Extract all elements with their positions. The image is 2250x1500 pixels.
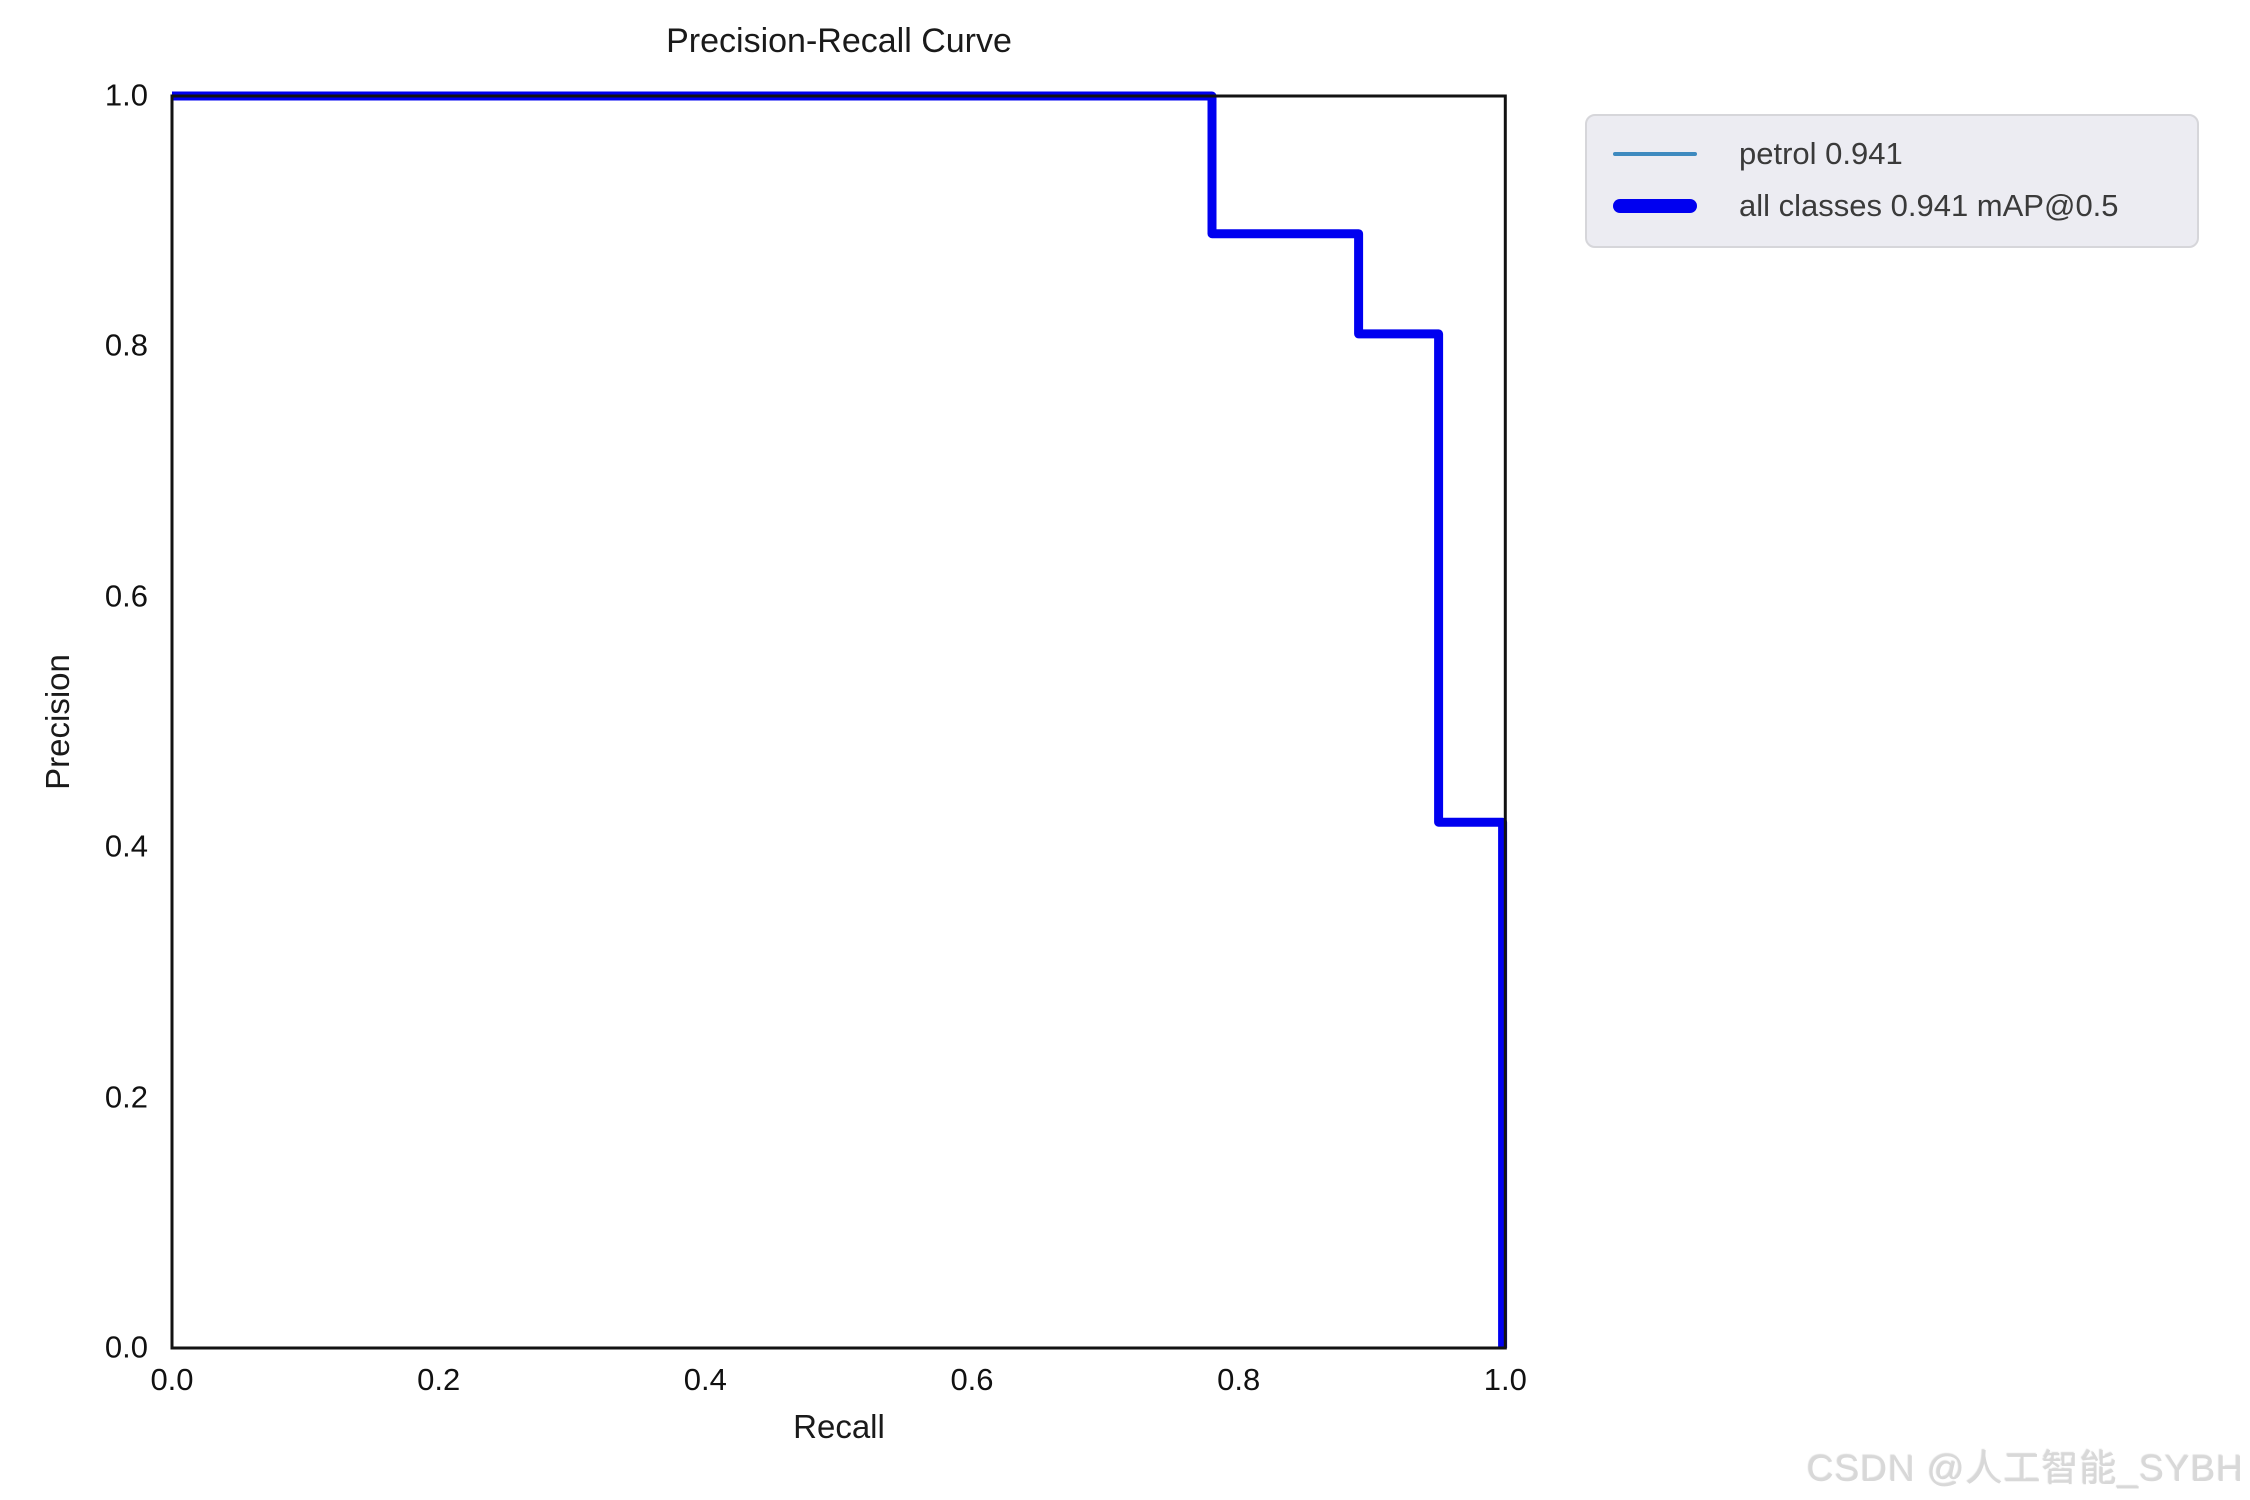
y-tick-label: 0.0 [104,1329,148,1365]
legend: petrol 0.941 all classes 0.941 mAP@0.5 [1585,114,2199,248]
y-tick-label: 0.2 [104,1078,148,1114]
pr-curves [172,91,1508,1348]
y-tick-label: 0.6 [104,578,148,614]
legend-item-all-classes: all classes 0.941 mAP@0.5 [1613,188,2171,224]
pr-curve-series-1 [172,91,1508,1348]
x-tick-label: 0.4 [683,1362,727,1397]
chart-title: Precision-Recall Curve [666,22,1012,60]
petrol-line-swatch [1613,152,1697,156]
legend-item-petrol: petrol 0.941 [1613,136,2171,172]
axes-box [170,94,1507,1350]
y-tick-label: 1.0 [104,77,148,113]
x-tick-label: 0.2 [417,1362,461,1397]
y-tick-label: 0.4 [104,828,148,864]
x-tick-label: 0.0 [150,1362,194,1397]
x-axis-label: Recall [793,1408,885,1445]
y-axis-label: Precision [39,654,76,790]
x-tick-label: 0.8 [1217,1362,1261,1397]
x-tick-label: 1.0 [1483,1362,1527,1397]
legend-label: petrol 0.941 [1739,136,1903,171]
csdn-watermark: CSDN @人工智能_SYBH [1806,1448,2244,1489]
legend-label: all classes 0.941 mAP@0.5 [1739,188,2119,223]
all-classes-line-swatch [1613,199,1697,213]
y-tick-label: 0.8 [104,327,148,363]
x-tick-label: 0.6 [950,1362,994,1397]
pr-curve-series-0 [172,94,1505,1348]
